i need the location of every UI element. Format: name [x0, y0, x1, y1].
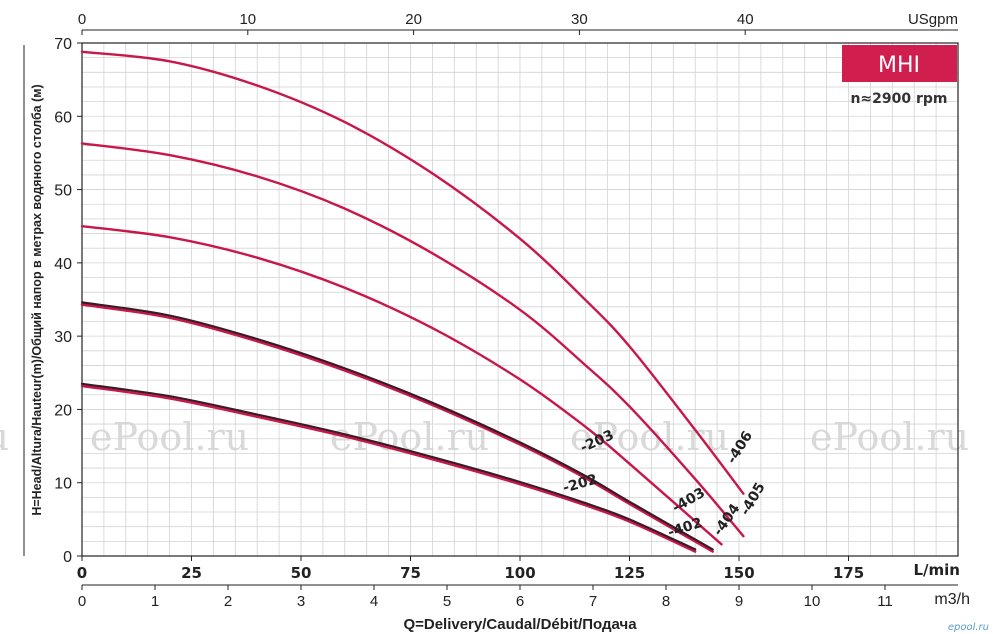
x-tick-label-lmin: 125	[614, 564, 645, 582]
y-tick-label: 50	[54, 183, 72, 200]
y-tick-label: 20	[54, 402, 72, 419]
y-tick-label: 0	[63, 549, 72, 566]
x-tick-label-usgpm: 30	[571, 11, 588, 28]
y-tick-label: 70	[54, 36, 72, 53]
x-tick-label-m3h: 5	[443, 593, 451, 610]
title-badge: MHI	[842, 45, 957, 82]
x-axis-label: Q=Delivery/Caudal/Débit/Подача	[403, 616, 637, 633]
badge-background	[842, 45, 957, 82]
watermark-text: ePool.ru	[0, 415, 9, 459]
x-tick-label-lmin: 75	[400, 564, 421, 582]
x-tick-label-m3h: 11	[877, 593, 893, 610]
watermark-text: ePool.ru	[810, 415, 969, 459]
corner-watermark: epool.ru	[948, 622, 989, 633]
x-tick-label-m3h: 6	[516, 593, 524, 610]
x-tick-label-m3h: 2	[224, 593, 232, 610]
x-tick-label-m3h: 9	[735, 593, 743, 610]
x-tick-label-lmin: 50	[291, 564, 312, 582]
curve-label-403: -403	[670, 485, 708, 516]
curve-label-405: -405	[737, 480, 768, 518]
x-tick-label-lmin: 175	[833, 564, 864, 582]
series-line-402	[80, 384, 697, 553]
series-line-404	[80, 225, 723, 546]
x-tick-label-m3h: 1	[151, 593, 159, 610]
series-line-202	[80, 382, 697, 551]
y-tick-label: 40	[54, 256, 72, 273]
x-tick-label-usgpm: 20	[405, 11, 422, 28]
y-tick-label: 60	[54, 109, 72, 126]
x-tick-label-m3h: 4	[370, 593, 378, 610]
x-tick-label-lmin: 25	[181, 564, 202, 582]
series-line-203	[80, 301, 714, 551]
x-tick-label-usgpm: 10	[239, 11, 256, 28]
y-tick-label: 30	[54, 329, 72, 346]
x-tick-label-m3h: 0	[78, 593, 86, 610]
series-line-405	[80, 142, 745, 538]
x-unit-m3h: m3/h	[934, 591, 970, 608]
series-line-403	[80, 303, 714, 553]
x-tick-label-lmin: 0	[77, 564, 87, 582]
x-tick-label-m3h: 8	[662, 593, 670, 610]
x-tick-label-usgpm: 40	[737, 11, 754, 28]
x-unit-usgpm: USgpm	[908, 11, 958, 28]
x-tick-label-m3h: 10	[804, 593, 821, 610]
x-tick-label-usgpm: 0	[78, 11, 86, 28]
series-layer	[80, 50, 745, 553]
chart-title: MHI	[878, 53, 920, 78]
x-unit-lmin: L/min	[914, 561, 961, 579]
x-tick-label-lmin: 100	[504, 564, 535, 582]
series-line-406	[80, 50, 745, 495]
x-tick-label-m3h: 7	[589, 593, 597, 610]
curve-label-202: -202	[561, 471, 599, 496]
x-tick-label-lmin: 150	[723, 564, 754, 582]
chart-subtitle: n≈2900 rpm	[850, 91, 947, 107]
grid	[82, 43, 958, 556]
y-tick-label: 10	[54, 476, 72, 493]
y-axis-label: H=Head/Altura/Hauteur(m)/Общий напор в м…	[30, 84, 44, 515]
x-tick-label-m3h: 3	[297, 593, 305, 610]
